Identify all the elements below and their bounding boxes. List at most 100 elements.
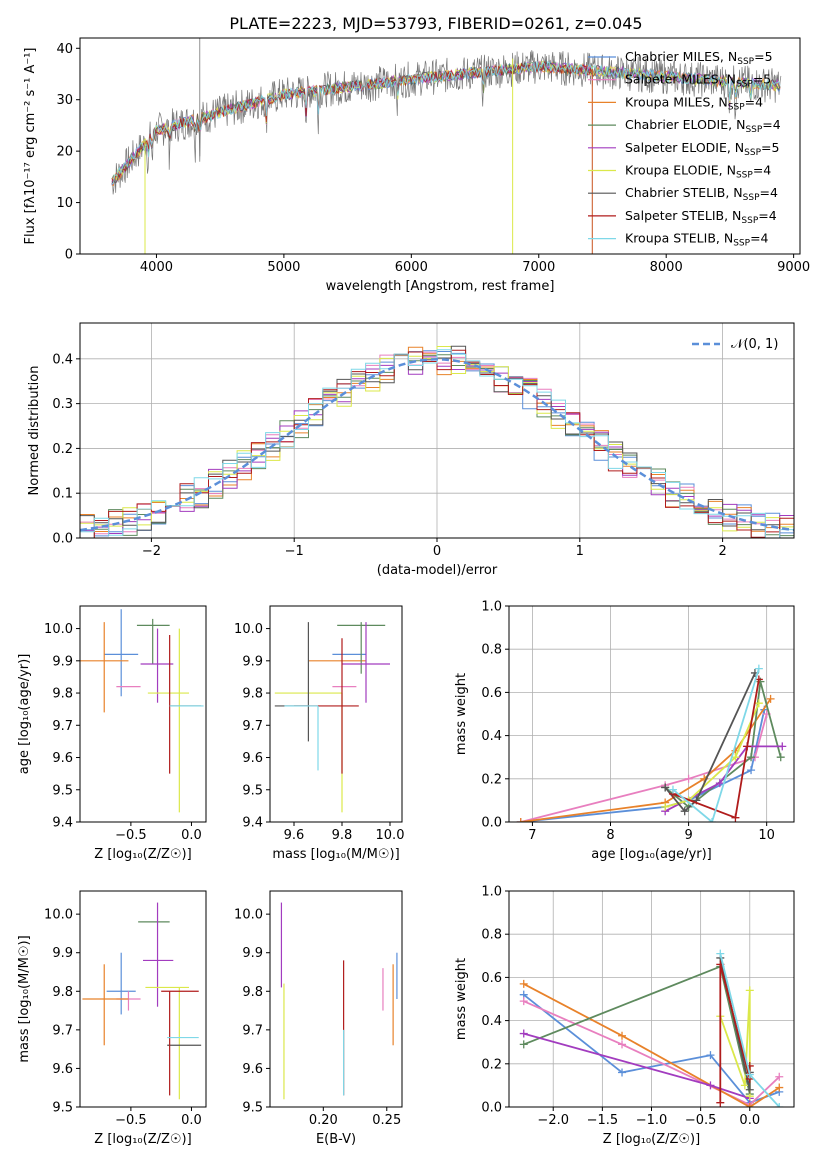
weight-marker-3 xyxy=(519,979,528,988)
x-axis-label: Z [log₁₀(Z/Z☉)] xyxy=(603,1132,700,1147)
weight-marker-6 xyxy=(754,699,763,708)
histogram-steps xyxy=(80,345,794,538)
legend-sub: SSP xyxy=(745,125,762,135)
axes-frame xyxy=(508,605,795,823)
model-fit-line-7 xyxy=(111,60,781,185)
weight-series-4 xyxy=(523,965,751,1095)
x-axis-label: E(B-V) xyxy=(316,1132,356,1147)
y-tick-label: 0.0 xyxy=(481,816,502,831)
y-tick-label: 9.9 xyxy=(242,654,263,669)
legend-label-6: Kroupa ELODIE, NSSP=4 xyxy=(625,163,771,181)
y-tick-label: 9.7 xyxy=(52,1023,73,1038)
y-tick-label: 0.0 xyxy=(52,532,73,547)
y-tick-label: 0 xyxy=(65,248,73,263)
weight-marker-8 xyxy=(743,742,752,751)
y-tick-label: 9.4 xyxy=(242,816,263,831)
x-tick-label: 6000 xyxy=(395,260,428,275)
spectrum-legend: Chabrier MILES, NSSP=5 Salpeter MILES, NS… xyxy=(588,49,781,249)
x-axis-label: Z [log₁₀(Z/Z☉)] xyxy=(94,847,191,862)
y-tick-label: 9.5 xyxy=(52,1101,73,1116)
y-tick-label: 0.6 xyxy=(481,686,502,701)
y-tick-label: 10.0 xyxy=(44,622,73,637)
weight-marker-2 xyxy=(618,1040,627,1049)
model-fit-line-9 xyxy=(111,60,781,185)
y-tick-label: 20 xyxy=(56,145,73,160)
x-tick-label: −1.0 xyxy=(636,1113,668,1128)
y-tick-label: 0.2 xyxy=(52,442,73,457)
legend-sub: SSP xyxy=(743,193,760,203)
y-tick-label: 9.6 xyxy=(52,751,73,766)
weight-marker-3 xyxy=(775,1083,784,1092)
legend-count-8: =4 xyxy=(758,208,776,223)
weight-series-6 xyxy=(719,990,751,1097)
y-tick-label: 9.4 xyxy=(52,816,73,831)
weight-series-6 xyxy=(664,702,760,808)
legend-count-4: =4 xyxy=(762,117,780,132)
y-tick-label: 10.0 xyxy=(44,908,73,923)
weight-marker-5 xyxy=(715,779,724,788)
weight-marker-6 xyxy=(745,986,754,995)
x-axis-label: Z [log₁₀(Z/Z☉)] xyxy=(94,1132,191,1147)
y-axis-label: Flux [fλ10⁻¹⁷ erg cm⁻² s⁻¹ A⁻¹] xyxy=(23,48,38,245)
x-tick-label: 1 xyxy=(576,544,584,559)
observed-spectrum-line xyxy=(111,50,782,195)
x-tick-label: −2.0 xyxy=(537,1113,569,1128)
y-tick-label: 0.6 xyxy=(481,971,502,986)
weight-marker-3 xyxy=(745,1103,754,1107)
legend-count-5: =5 xyxy=(761,140,779,155)
mass-vs-metallicity-panel: −0.5 0.0 9.5 9.6 9.7 9.8 9.9 10.0 Z [log₁₀(Z/Z☉)… xyxy=(17,890,207,1147)
y-tick-label: 9.7 xyxy=(52,719,73,734)
y-tick-label: 30 xyxy=(56,93,73,108)
legend-label-8: Salpeter STELIB, NSSP=4 xyxy=(625,208,777,226)
x-tick-label: 8000 xyxy=(650,260,683,275)
x-tick-label: 0.20 xyxy=(309,1113,338,1128)
y-tick-label: 9.7 xyxy=(242,1023,263,1038)
model-fit-line-8 xyxy=(111,60,593,183)
x-axis-label: (data-model)/error xyxy=(377,563,498,578)
legend-sub: SSP xyxy=(744,148,761,158)
y-tick-label: 9.6 xyxy=(52,1062,73,1077)
x-tick-label: 0.0 xyxy=(181,828,202,843)
age-vs-metallicity-panel: −0.5 0.0 9.4 9.5 9.6 9.7 9.8 9.9 10.0 Z [log₁₀(Z/… xyxy=(17,605,207,862)
x-tick-label: 9.6 xyxy=(284,828,305,843)
spectrum-traces xyxy=(111,38,782,254)
x-tick-label: 9 xyxy=(684,828,692,843)
y-tick-label: 9.5 xyxy=(242,783,263,798)
legend-count-6: =4 xyxy=(753,163,771,178)
weight-marker-3 xyxy=(766,694,775,703)
y-tick-label: 0.4 xyxy=(52,352,73,367)
legend-label-9: Kroupa STELIB, NSSP=4 xyxy=(625,231,769,249)
weight-marker-3 xyxy=(618,1031,627,1040)
weight-marker-4 xyxy=(776,753,785,762)
weight-marker-7 xyxy=(745,1085,754,1094)
x-tick-label: 0 xyxy=(433,544,441,559)
legend-sub: SSP xyxy=(736,80,753,90)
x-tick-label: 0.25 xyxy=(372,1113,401,1128)
weight-marker-8 xyxy=(731,813,740,822)
legend-label-2: Salpeter MILES, NSSP=5 xyxy=(625,72,771,90)
y-tick-label: 9.9 xyxy=(52,654,73,669)
mass-vs-ebv-panel: 0.20 0.25 9.5 9.6 9.7 9.8 9.9 10.0 E(B-V) xyxy=(234,890,403,1147)
legend-sub: SSP xyxy=(728,102,745,112)
x-tick-label: −0.5 xyxy=(115,828,147,843)
weight-marker-5 xyxy=(706,1081,715,1090)
weight-marker-9 xyxy=(745,1070,754,1079)
y-axis-label: mass [log₁₀(M/M☉)] xyxy=(17,935,32,1062)
axes-frame xyxy=(508,890,795,1108)
weight-marker-9 xyxy=(708,818,717,822)
gaussian-legend-label: 𝒩(0, 1) xyxy=(731,337,778,352)
weight-lines xyxy=(516,664,787,822)
y-tick-label: 9.5 xyxy=(242,1101,263,1116)
axes-frame xyxy=(269,890,403,1108)
x-tick-label: 10.0 xyxy=(376,828,405,843)
legend-sub: SSP xyxy=(733,239,750,249)
weight-marker-2 xyxy=(519,997,528,1006)
legend-count-9: =4 xyxy=(750,231,768,246)
x-tick-label: 9000 xyxy=(777,260,810,275)
weight-marker-6 xyxy=(731,753,740,762)
weight-marker-6 xyxy=(661,802,670,811)
weight-marker-1 xyxy=(706,1051,715,1060)
legend-label-4: Chabrier ELODIE, NSSP=4 xyxy=(625,117,781,135)
weight-marker-6 xyxy=(740,1081,749,1090)
y-tick-label: 9.8 xyxy=(52,985,73,1000)
